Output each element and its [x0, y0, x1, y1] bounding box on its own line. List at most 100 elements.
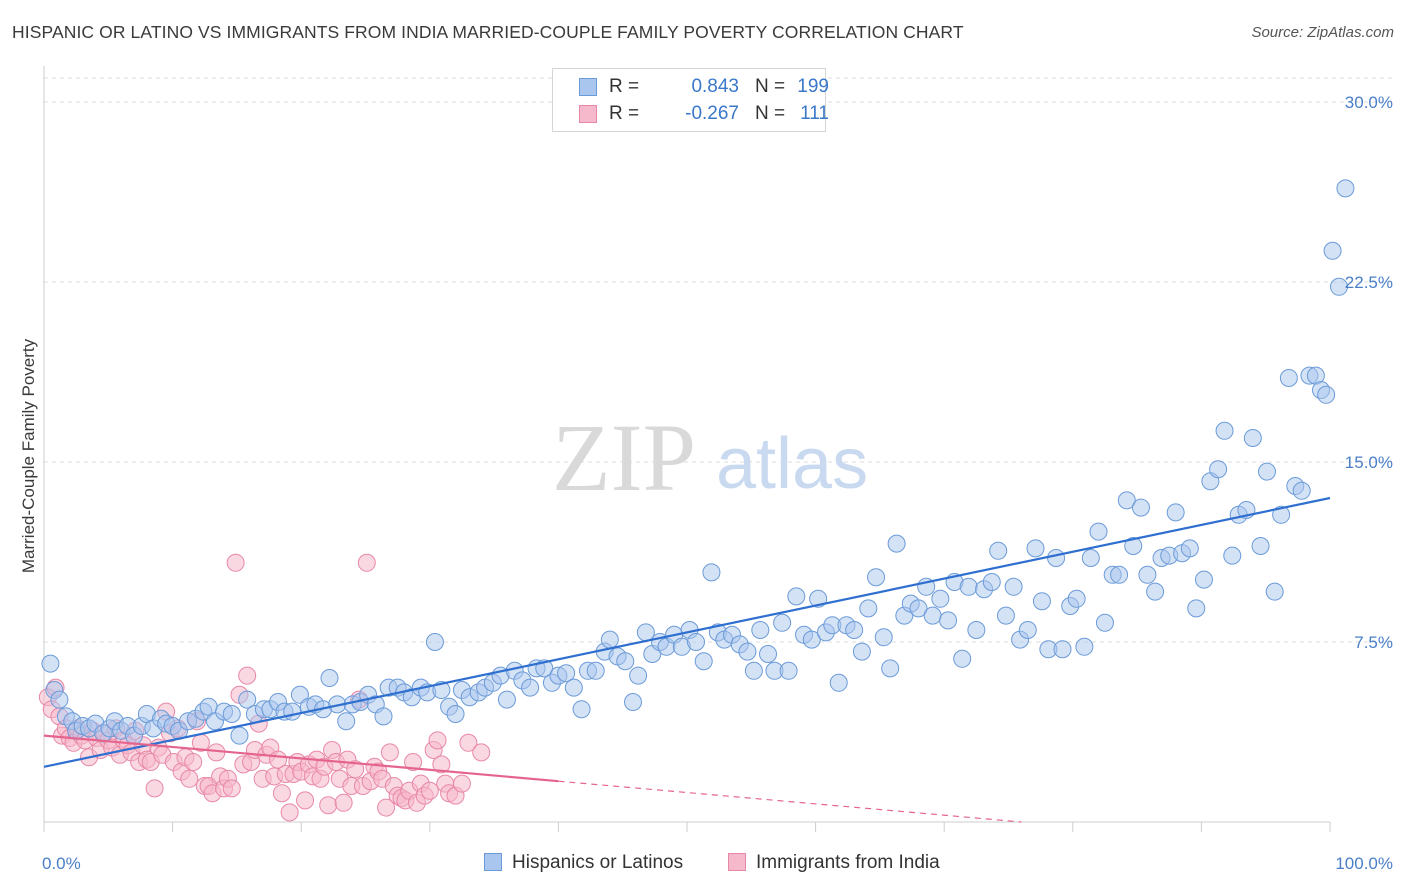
- data-point-hispanic: [1138, 565, 1157, 584]
- legend-n-label: N =: [755, 76, 786, 97]
- data-point-hispanic: [1215, 421, 1234, 440]
- data-point-hispanic: [939, 611, 958, 630]
- data-point-hispanic: [1194, 570, 1213, 589]
- trend-line-india-extension: [558, 780, 1022, 823]
- data-point-hispanic: [230, 726, 249, 745]
- data-point-hispanic: [1053, 640, 1072, 659]
- data-point-hispanic: [1223, 546, 1242, 565]
- data-point-hispanic: [852, 642, 871, 661]
- data-point-hispanic: [967, 621, 986, 639]
- data-point-india: [319, 796, 338, 815]
- bottom-legend-india: Immigrants from India: [728, 852, 940, 874]
- data-point-hispanic: [1047, 549, 1066, 567]
- legend: R = 0.843 N = 199 R = -0.267 N = 111: [552, 68, 829, 132]
- data-point-hispanic: [989, 541, 1008, 560]
- source-credit: Source: ZipAtlas.com: [1251, 24, 1394, 41]
- data-point-hispanic: [881, 659, 900, 678]
- data-point-hispanic: [283, 702, 302, 721]
- legend-r-label: R =: [609, 76, 640, 97]
- data-point-hispanic: [586, 661, 605, 680]
- data-point-hispanic: [959, 577, 978, 596]
- tick-labels: 7.5% 15.0% 22.5% 30.0% 0.0% 100.0%: [42, 93, 1393, 873]
- data-point-hispanic: [982, 573, 1001, 591]
- data-point-india: [472, 743, 491, 762]
- data-point-hispanic: [1166, 503, 1185, 522]
- data-point-hispanic: [600, 630, 619, 649]
- data-point-hispanic: [337, 712, 356, 731]
- data-point-hispanic: [290, 685, 309, 704]
- y-tick-label: 7.5%: [1354, 633, 1393, 652]
- data-point-hispanic: [497, 690, 516, 709]
- data-point-hispanic: [1081, 549, 1100, 567]
- data-point-hispanic: [931, 589, 950, 608]
- bottom-legend-swatch-pink: [728, 853, 746, 871]
- data-point-hispanic: [1018, 621, 1037, 639]
- legend-n-value: 111: [800, 103, 829, 124]
- data-point-hispanic: [1336, 179, 1355, 198]
- y-tick-label: 22.5%: [1345, 273, 1393, 292]
- data-point-hispanic: [744, 661, 763, 680]
- bottom-legend-swatch-blue: [484, 853, 502, 871]
- data-point-hispanic: [694, 652, 713, 671]
- data-point-hispanic: [222, 705, 241, 723]
- data-point-hispanic: [1272, 505, 1291, 524]
- data-point-hispanic: [1067, 589, 1086, 608]
- data-point-india: [334, 793, 353, 812]
- data-point-hispanic: [1243, 429, 1262, 447]
- data-point-hispanic: [759, 645, 778, 663]
- data-point-india: [377, 798, 396, 817]
- data-point-india: [428, 731, 447, 750]
- data-point-hispanic: [616, 652, 635, 671]
- data-point-india: [452, 774, 471, 793]
- data-point-india: [238, 666, 257, 685]
- data-point-hispanic: [557, 664, 576, 683]
- data-point-hispanic: [787, 587, 806, 606]
- legend-n-label: N =: [755, 103, 786, 124]
- data-point-hispanic: [320, 669, 339, 687]
- bottom-legend-label: Hispanics or Latinos: [512, 852, 684, 873]
- data-point-hispanic: [867, 568, 886, 587]
- data-point-india: [280, 803, 299, 822]
- y-axis-label: Married-Couple Family Poverty: [19, 338, 38, 573]
- data-point-hispanic: [1026, 539, 1045, 558]
- data-point-hispanic: [1279, 369, 1298, 387]
- data-point-hispanic: [687, 633, 706, 651]
- data-point-hispanic: [1330, 277, 1349, 296]
- data-point-hispanic: [802, 630, 821, 649]
- data-point-hispanic: [564, 678, 583, 697]
- trend-lines: [43, 496, 1331, 823]
- watermark-zip: ZIP: [552, 404, 696, 511]
- data-point-hispanic: [1032, 592, 1051, 611]
- data-point-hispanic: [953, 649, 972, 668]
- data-point-india: [296, 791, 315, 810]
- data-point-india: [432, 755, 451, 774]
- legend-r-value: 0.843: [691, 76, 739, 97]
- data-point-hispanic: [1323, 241, 1342, 260]
- data-point-hispanic: [1089, 522, 1108, 541]
- data-point-hispanic: [1209, 460, 1228, 479]
- data-point-hispanic: [41, 654, 60, 673]
- data-point-hispanic: [1317, 385, 1336, 404]
- watermark-atlas: atlas: [716, 424, 868, 504]
- data-point-hispanic: [996, 606, 1015, 625]
- data-point-india: [222, 779, 241, 798]
- data-point-hispanic: [887, 534, 906, 553]
- data-point-india: [404, 753, 423, 771]
- data-point-hispanic: [1251, 537, 1270, 555]
- data-point-hispanic: [1257, 462, 1276, 481]
- legend-n-value: 199: [797, 76, 829, 97]
- legend-r-label: R =: [609, 103, 640, 124]
- data-point-hispanic: [521, 678, 540, 697]
- data-point-india: [346, 760, 365, 779]
- data-point-hispanic: [374, 707, 393, 726]
- data-point-hispanic: [1117, 491, 1136, 510]
- data-point-india: [380, 743, 399, 762]
- data-point-hispanic: [50, 690, 69, 709]
- data-point-india: [357, 553, 376, 572]
- data-point-hispanic: [425, 633, 444, 651]
- trend-line-hispanic: [43, 496, 1331, 768]
- data-point-hispanic: [1110, 565, 1129, 584]
- data-point-india: [226, 553, 245, 572]
- data-point-hispanic: [859, 599, 878, 618]
- data-point-hispanic: [1265, 582, 1284, 601]
